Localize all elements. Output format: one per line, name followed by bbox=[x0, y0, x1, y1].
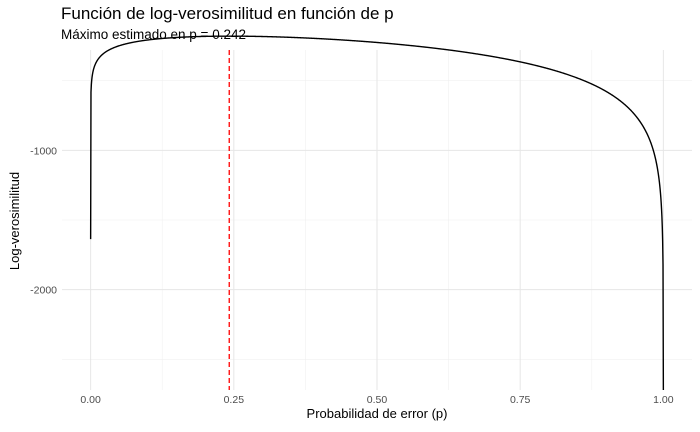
x-tick-label: 1.00 bbox=[653, 394, 674, 406]
chart-title: Función de log-verosimilitud en función … bbox=[61, 4, 394, 23]
x-tick-label: 0.00 bbox=[80, 394, 101, 406]
series-layer bbox=[89, 35, 665, 391]
y-tick-label: -2000 bbox=[30, 285, 57, 297]
x-tick-label: 0.50 bbox=[367, 394, 388, 406]
chart-subtitle: Máximo estimado en p = 0.242 bbox=[61, 27, 246, 42]
y-axis-title: Log-verosimilitud bbox=[7, 172, 22, 270]
log-likelihood-line bbox=[89, 35, 665, 391]
x-tick-label: 0.75 bbox=[510, 394, 531, 406]
x-axis-ticks: 0.00 0.25 0.50 0.75 1.00 bbox=[80, 394, 673, 406]
y-tick-label: -1000 bbox=[30, 145, 57, 157]
x-axis-title: Probabilidad de error (p) bbox=[307, 406, 448, 421]
grid-major bbox=[62, 50, 692, 390]
x-tick-label: 0.25 bbox=[224, 394, 245, 406]
y-axis-ticks: -2000 -1000 bbox=[30, 145, 57, 296]
